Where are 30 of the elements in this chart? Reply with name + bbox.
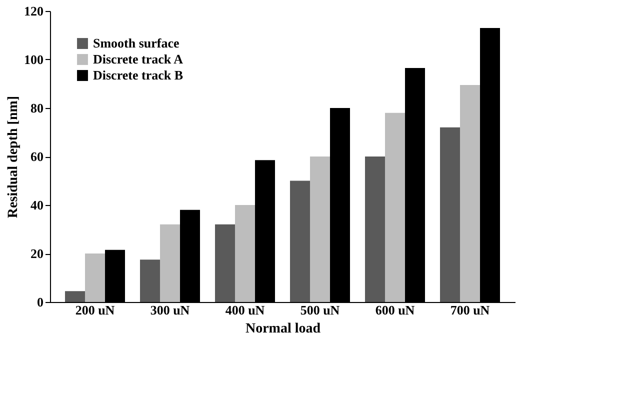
y-axis-title: Residual depth [nm] — [6, 96, 21, 218]
bar — [215, 224, 235, 302]
x-tick-label: 400 uN — [225, 302, 266, 318]
legend-label: Discrete track B — [93, 68, 184, 82]
legend-label: Smooth surface — [93, 36, 180, 50]
x-tick-label: 500 uN — [300, 302, 340, 318]
bar — [365, 156, 385, 302]
bar — [385, 112, 405, 302]
legend-label: Discrete track A — [93, 52, 184, 66]
x-axis-title: Normal load — [245, 322, 321, 336]
x-tick-label: 700 uN — [450, 302, 490, 318]
bar — [235, 205, 255, 302]
x-tick-label: 600 uN — [375, 302, 416, 318]
x-tick-label: 300 uN — [150, 302, 190, 318]
bar — [460, 84, 480, 302]
bar — [290, 180, 310, 302]
bar — [440, 127, 460, 302]
y-tick-label: 20 — [30, 246, 44, 261]
y-tick-label: 60 — [30, 149, 44, 164]
y-tick-label: 80 — [30, 100, 44, 116]
y-tick-label: 100 — [24, 52, 44, 67]
y-tick-label: 40 — [30, 198, 44, 212]
bar — [65, 291, 85, 302]
y-tick-label: 120 — [24, 4, 44, 18]
bar — [160, 224, 180, 302]
bar — [310, 156, 330, 302]
y-tick-label: 0 — [37, 294, 44, 310]
bar — [85, 254, 105, 302]
x-tick-label: 200 uN — [75, 302, 116, 318]
bar — [140, 260, 160, 302]
